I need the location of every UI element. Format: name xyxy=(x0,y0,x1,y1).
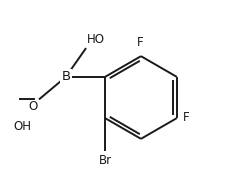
Text: OH: OH xyxy=(13,120,31,133)
Text: F: F xyxy=(136,36,143,49)
Text: O: O xyxy=(29,100,38,113)
Text: HO: HO xyxy=(87,33,105,46)
Text: B: B xyxy=(61,70,70,83)
Text: Br: Br xyxy=(98,154,111,167)
Text: F: F xyxy=(182,111,189,124)
